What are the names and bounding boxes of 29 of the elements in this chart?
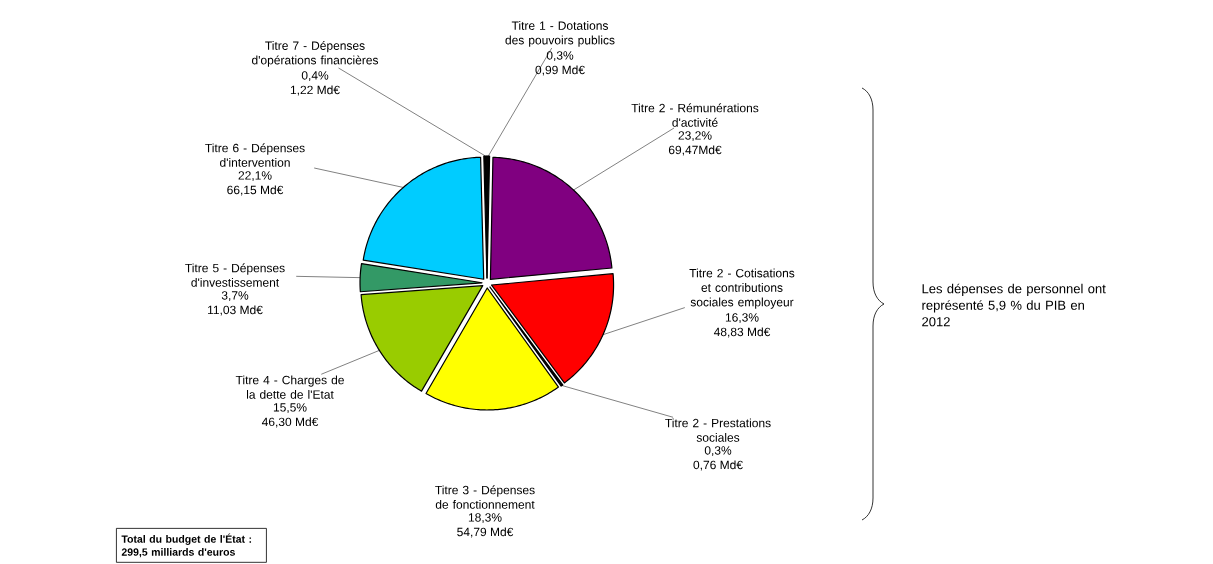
text: 66,15 Md€: [227, 185, 284, 196]
slice-label: Titre 7 - Dépenses d'opérations financières: [252, 40, 379, 67]
text: 0,4%: [301, 71, 329, 82]
text: 16,3%: [725, 313, 759, 324]
text: 0,3%: [546, 51, 574, 62]
text: Total du budget de l'État : 299,5 milliards d'euros: [121, 533, 252, 558]
slice-label: Titre 2 - Cotisations et contributions sociales employeur: [689, 268, 795, 309]
slice-label: Titre 3 - Dépenses de fonctionnement: [435, 485, 535, 509]
text: Les dépenses de personnel ont représenté 5,9 % du PIB en 2012: [922, 283, 1106, 327]
slice-label: Titre 4 - Charges de la dette de l'Etat: [235, 375, 344, 399]
slice-label: Titre 5 - Dépenses d'investissement: [185, 263, 285, 287]
text: 18,3%: [468, 513, 502, 524]
text: 69,47Md€: [668, 145, 722, 156]
text: 23,2%: [678, 131, 712, 142]
text: 1,22 Md€: [290, 85, 340, 96]
text: 48,83 Md€: [713, 327, 771, 338]
slice-label: Titre 1 - Dotations des pouvoirs publics: [505, 21, 615, 47]
text: 11,03 Md€: [208, 305, 263, 316]
text: 54,79 Md€: [457, 527, 514, 538]
slice-label: Titre 6 - Dépenses d'intervention: [205, 143, 305, 167]
text: 15,5%: [273, 403, 307, 414]
text: 0,3%: [704, 446, 732, 457]
slice-label: Titre 2 - Rémunérations d'activité: [631, 103, 759, 127]
text: 22,1%: [238, 171, 272, 182]
text: 0,76 Md€: [693, 460, 743, 471]
text: 3,7%: [221, 291, 249, 302]
text: 0,99 Md€: [535, 65, 585, 76]
text: 46,30 Md€: [261, 417, 319, 428]
slice-label: Titre 2 - Prestations sociales: [665, 418, 771, 442]
